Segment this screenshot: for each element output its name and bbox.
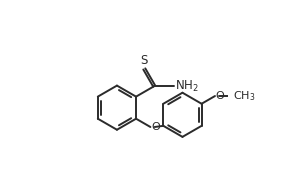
Text: CH$_3$: CH$_3$ — [233, 89, 256, 103]
Text: S: S — [140, 54, 147, 67]
Text: NH$_2$: NH$_2$ — [175, 79, 199, 94]
Text: O: O — [151, 122, 160, 132]
Text: O: O — [215, 91, 224, 101]
